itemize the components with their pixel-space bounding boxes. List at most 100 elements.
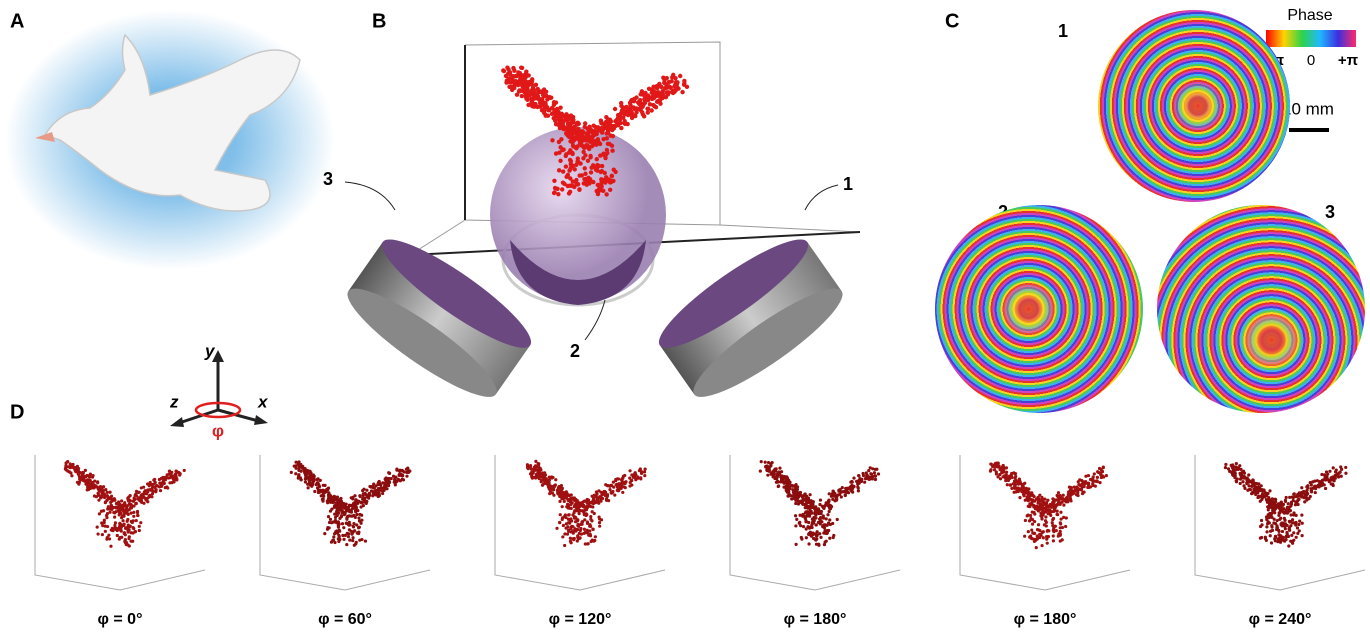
point: [1259, 489, 1262, 492]
point: [108, 537, 111, 540]
point: [846, 487, 849, 490]
point: [548, 95, 552, 99]
point: [583, 153, 587, 157]
point: [776, 480, 779, 483]
point: [800, 538, 803, 541]
point: [1062, 503, 1065, 506]
point: [671, 73, 675, 77]
point: [682, 79, 686, 83]
point: [1056, 510, 1059, 513]
point: [1292, 531, 1295, 534]
point: [1016, 480, 1019, 483]
point: [869, 472, 872, 475]
view-caption: φ = 60°: [318, 611, 372, 628]
point: [676, 86, 680, 90]
point: [821, 505, 824, 508]
axis-label: y: [204, 341, 216, 360]
point: [103, 519, 106, 522]
point: [1006, 478, 1009, 481]
point: [306, 471, 309, 474]
point: [583, 518, 586, 521]
point: [582, 510, 585, 513]
point: [1232, 474, 1235, 477]
panel-label: B: [372, 10, 386, 32]
point: [359, 522, 362, 525]
point: [1242, 484, 1245, 487]
point: [1066, 500, 1069, 503]
point: [1020, 490, 1023, 493]
point: [125, 511, 128, 514]
point: [572, 125, 576, 129]
point: [814, 523, 817, 526]
point: [558, 521, 561, 524]
point: [807, 521, 810, 524]
point: [348, 521, 351, 524]
point: [1022, 483, 1025, 486]
point: [160, 483, 163, 486]
point: [1281, 530, 1284, 533]
point: [620, 109, 624, 113]
point: [841, 490, 844, 493]
point: [577, 188, 581, 192]
point: [165, 485, 168, 488]
point: [100, 521, 103, 524]
point: [339, 509, 342, 512]
point: [1267, 496, 1270, 499]
point: [564, 154, 568, 158]
point: [634, 95, 638, 99]
point: [562, 495, 565, 498]
point: [1309, 481, 1312, 484]
point: [333, 498, 336, 501]
disc-right: [648, 226, 853, 411]
point: [1269, 534, 1272, 537]
point: [81, 476, 84, 479]
point: [1331, 482, 1334, 485]
point: [612, 167, 616, 171]
point: [1277, 514, 1280, 517]
point: [565, 491, 568, 494]
view-box: [495, 455, 665, 590]
point: [554, 478, 557, 481]
point: [1093, 472, 1096, 475]
hologram: [1098, 10, 1290, 202]
point: [822, 531, 825, 534]
point: [1339, 471, 1342, 474]
point: [794, 514, 797, 517]
point: [1014, 476, 1017, 479]
point: [1339, 465, 1342, 468]
point: [1252, 479, 1255, 482]
point: [1254, 493, 1257, 496]
point: [666, 80, 670, 84]
point: [400, 473, 403, 476]
point: [1025, 487, 1028, 490]
point: [555, 187, 559, 191]
point: [544, 477, 547, 480]
point: [401, 478, 404, 481]
point: [808, 505, 811, 508]
point: [70, 474, 73, 477]
point: [1313, 485, 1316, 488]
point: [614, 119, 618, 123]
point: [65, 468, 68, 471]
point: [373, 486, 376, 489]
point: [118, 528, 121, 531]
point: [99, 496, 102, 499]
point: [1076, 494, 1079, 497]
point: [519, 65, 523, 69]
point: [571, 530, 574, 533]
point: [815, 543, 818, 546]
point: [99, 485, 102, 488]
point: [115, 527, 118, 530]
point: [65, 461, 68, 464]
point: [315, 483, 318, 486]
point: [361, 498, 364, 501]
point: [341, 522, 344, 525]
point: [557, 490, 560, 493]
point: [1030, 528, 1033, 531]
point: [644, 467, 647, 470]
point: [534, 460, 537, 463]
point: [597, 516, 600, 519]
point: [319, 489, 322, 492]
point: [542, 482, 545, 485]
point: [1029, 494, 1032, 497]
